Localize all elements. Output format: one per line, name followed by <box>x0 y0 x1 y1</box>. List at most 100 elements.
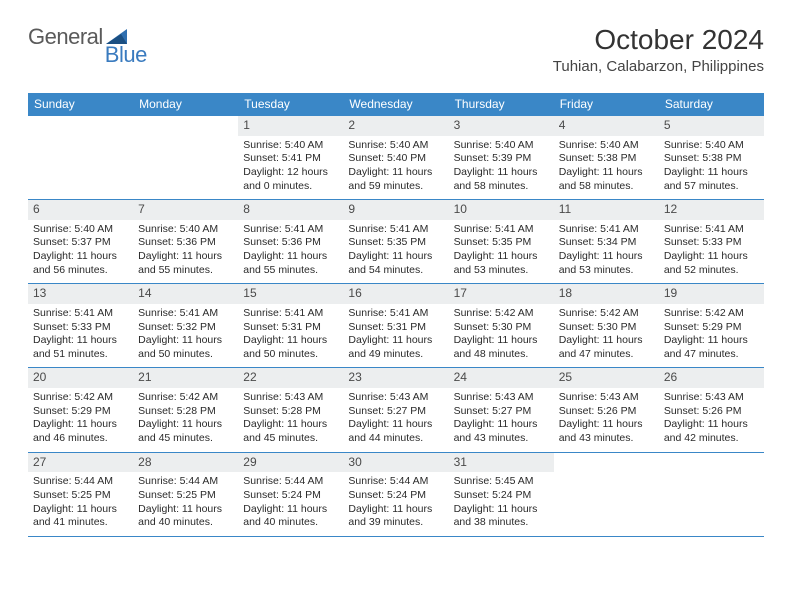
sunrise-text: Sunrise: 5:42 AM <box>454 307 549 321</box>
sunrise-text: Sunrise: 5:40 AM <box>33 223 128 237</box>
sunrise-text: Sunrise: 5:44 AM <box>33 475 128 489</box>
day-number: 12 <box>659 200 764 220</box>
day-number: 11 <box>554 200 659 220</box>
day-cell: 4 Sunrise: 5:40 AM Sunset: 5:38 PM Dayli… <box>554 116 659 200</box>
day-details: Sunrise: 5:41 AM Sunset: 5:31 PM Dayligh… <box>238 304 343 368</box>
sunset-text: Sunset: 5:31 PM <box>348 321 443 335</box>
calendar-row: 6 Sunrise: 5:40 AM Sunset: 5:37 PM Dayli… <box>28 200 764 284</box>
day-cell: 5 Sunrise: 5:40 AM Sunset: 5:38 PM Dayli… <box>659 116 764 200</box>
sunrise-text: Sunrise: 5:41 AM <box>454 223 549 237</box>
daylight-text: Daylight: 11 hours and 44 minutes. <box>348 418 443 445</box>
daylight-text: Daylight: 11 hours and 58 minutes. <box>559 166 654 193</box>
header-right: October 2024 Tuhian, Calabarzon, Philipp… <box>553 24 764 75</box>
day-cell: 19 Sunrise: 5:42 AM Sunset: 5:29 PM Dayl… <box>659 284 764 368</box>
calendar-row: 27 Sunrise: 5:44 AM Sunset: 5:25 PM Dayl… <box>28 452 764 536</box>
sunrise-text: Sunrise: 5:40 AM <box>138 223 233 237</box>
sunrise-text: Sunrise: 5:40 AM <box>243 139 338 153</box>
sunrise-text: Sunrise: 5:42 AM <box>33 391 128 405</box>
calendar-row: 13 Sunrise: 5:41 AM Sunset: 5:33 PM Dayl… <box>28 284 764 368</box>
sunrise-text: Sunrise: 5:41 AM <box>33 307 128 321</box>
day-header: Wednesday <box>343 93 448 116</box>
day-number: 14 <box>133 284 238 304</box>
day-cell: 7 Sunrise: 5:40 AM Sunset: 5:36 PM Dayli… <box>133 200 238 284</box>
sunrise-text: Sunrise: 5:41 AM <box>243 223 338 237</box>
day-header: Saturday <box>659 93 764 116</box>
daylight-text: Daylight: 11 hours and 53 minutes. <box>454 250 549 277</box>
empty-cell <box>28 116 133 200</box>
logo: General Blue <box>28 24 147 50</box>
sunrise-text: Sunrise: 5:43 AM <box>454 391 549 405</box>
day-cell: 3 Sunrise: 5:40 AM Sunset: 5:39 PM Dayli… <box>449 116 554 200</box>
day-cell: 18 Sunrise: 5:42 AM Sunset: 5:30 PM Dayl… <box>554 284 659 368</box>
sunset-text: Sunset: 5:38 PM <box>664 152 759 166</box>
sunrise-text: Sunrise: 5:44 AM <box>138 475 233 489</box>
day-number: 15 <box>238 284 343 304</box>
day-cell: 9 Sunrise: 5:41 AM Sunset: 5:35 PM Dayli… <box>343 200 448 284</box>
sunset-text: Sunset: 5:26 PM <box>559 405 654 419</box>
day-header-row: Sunday Monday Tuesday Wednesday Thursday… <box>28 93 764 116</box>
calendar-row: 1 Sunrise: 5:40 AM Sunset: 5:41 PM Dayli… <box>28 116 764 200</box>
day-cell: 17 Sunrise: 5:42 AM Sunset: 5:30 PM Dayl… <box>449 284 554 368</box>
day-header: Tuesday <box>238 93 343 116</box>
day-details: Sunrise: 5:42 AM Sunset: 5:29 PM Dayligh… <box>659 304 764 368</box>
day-cell: 14 Sunrise: 5:41 AM Sunset: 5:32 PM Dayl… <box>133 284 238 368</box>
day-number: 16 <box>343 284 448 304</box>
day-number: 21 <box>133 368 238 388</box>
sunrise-text: Sunrise: 5:44 AM <box>243 475 338 489</box>
calendar-row: 20 Sunrise: 5:42 AM Sunset: 5:29 PM Dayl… <box>28 368 764 452</box>
sunset-text: Sunset: 5:37 PM <box>33 236 128 250</box>
sunset-text: Sunset: 5:29 PM <box>664 321 759 335</box>
sunset-text: Sunset: 5:28 PM <box>138 405 233 419</box>
day-number: 18 <box>554 284 659 304</box>
daylight-text: Daylight: 11 hours and 54 minutes. <box>348 250 443 277</box>
sunset-text: Sunset: 5:29 PM <box>33 405 128 419</box>
daylight-text: Daylight: 11 hours and 53 minutes. <box>559 250 654 277</box>
daylight-text: Daylight: 11 hours and 55 minutes. <box>243 250 338 277</box>
sunset-text: Sunset: 5:24 PM <box>348 489 443 503</box>
day-cell: 31 Sunrise: 5:45 AM Sunset: 5:24 PM Dayl… <box>449 452 554 536</box>
day-cell: 2 Sunrise: 5:40 AM Sunset: 5:40 PM Dayli… <box>343 116 448 200</box>
day-details: Sunrise: 5:40 AM Sunset: 5:37 PM Dayligh… <box>28 220 133 284</box>
daylight-text: Daylight: 11 hours and 46 minutes. <box>33 418 128 445</box>
day-header: Thursday <box>449 93 554 116</box>
day-header: Friday <box>554 93 659 116</box>
sunset-text: Sunset: 5:33 PM <box>33 321 128 335</box>
sunset-text: Sunset: 5:26 PM <box>664 405 759 419</box>
day-details: Sunrise: 5:41 AM Sunset: 5:33 PM Dayligh… <box>659 220 764 284</box>
day-details: Sunrise: 5:44 AM Sunset: 5:24 PM Dayligh… <box>238 472 343 536</box>
day-details: Sunrise: 5:41 AM Sunset: 5:33 PM Dayligh… <box>28 304 133 368</box>
day-number: 13 <box>28 284 133 304</box>
sunrise-text: Sunrise: 5:44 AM <box>348 475 443 489</box>
sunset-text: Sunset: 5:38 PM <box>559 152 654 166</box>
sunrise-text: Sunrise: 5:40 AM <box>454 139 549 153</box>
sunset-text: Sunset: 5:39 PM <box>454 152 549 166</box>
sunset-text: Sunset: 5:28 PM <box>243 405 338 419</box>
daylight-text: Daylight: 11 hours and 59 minutes. <box>348 166 443 193</box>
daylight-text: Daylight: 11 hours and 43 minutes. <box>454 418 549 445</box>
day-number: 23 <box>343 368 448 388</box>
sunset-text: Sunset: 5:31 PM <box>243 321 338 335</box>
day-number: 27 <box>28 453 133 473</box>
logo-text-general: General <box>28 24 103 50</box>
day-details: Sunrise: 5:40 AM Sunset: 5:38 PM Dayligh… <box>659 136 764 200</box>
sunrise-text: Sunrise: 5:40 AM <box>348 139 443 153</box>
day-header: Monday <box>133 93 238 116</box>
day-details: Sunrise: 5:43 AM Sunset: 5:26 PM Dayligh… <box>659 388 764 452</box>
location-subtitle: Tuhian, Calabarzon, Philippines <box>553 58 764 75</box>
daylight-text: Daylight: 11 hours and 45 minutes. <box>138 418 233 445</box>
daylight-text: Daylight: 12 hours and 0 minutes. <box>243 166 338 193</box>
day-number: 3 <box>449 116 554 136</box>
day-number: 17 <box>449 284 554 304</box>
daylight-text: Daylight: 11 hours and 50 minutes. <box>138 334 233 361</box>
day-number: 10 <box>449 200 554 220</box>
daylight-text: Daylight: 11 hours and 58 minutes. <box>454 166 549 193</box>
day-number: 22 <box>238 368 343 388</box>
daylight-text: Daylight: 11 hours and 42 minutes. <box>664 418 759 445</box>
day-number: 24 <box>449 368 554 388</box>
day-number: 31 <box>449 453 554 473</box>
daylight-text: Daylight: 11 hours and 51 minutes. <box>33 334 128 361</box>
day-cell: 13 Sunrise: 5:41 AM Sunset: 5:33 PM Dayl… <box>28 284 133 368</box>
day-cell: 10 Sunrise: 5:41 AM Sunset: 5:35 PM Dayl… <box>449 200 554 284</box>
day-number: 6 <box>28 200 133 220</box>
daylight-text: Daylight: 11 hours and 52 minutes. <box>664 250 759 277</box>
